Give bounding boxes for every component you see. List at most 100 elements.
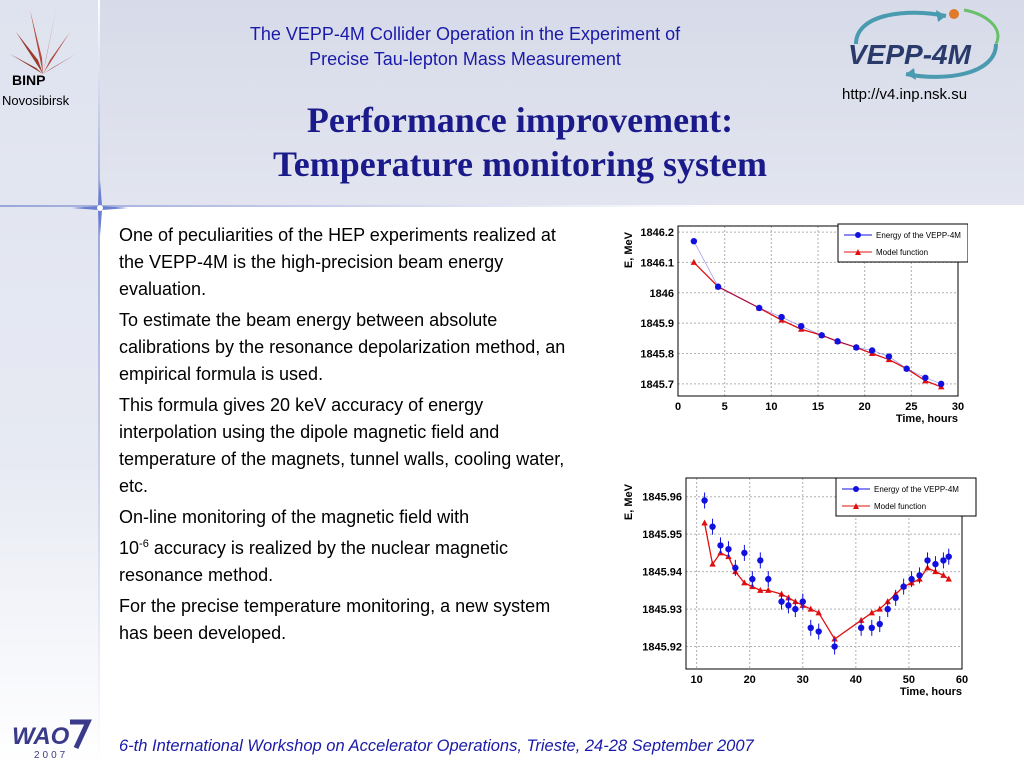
slide-title: Performance improvement: Temperature mon… [160, 98, 880, 186]
energy-point [853, 344, 860, 351]
y-tick-label: 1845.9 [640, 318, 674, 330]
y-tick-label: 1845.94 [642, 567, 683, 579]
x-tick-label: 15 [812, 401, 824, 413]
x-tick-label: 20 [859, 401, 871, 413]
energy-point [908, 575, 915, 583]
y-axis-label: E, MeV [623, 231, 635, 268]
sidebar-divider [98, 0, 100, 768]
energy-point [725, 545, 732, 553]
energy-chart-2: 10 20 30 40 50 60 1845.92 1845.93 1845.94 1845.95… [608, 464, 984, 696]
energy-point [857, 624, 865, 632]
model-point [757, 586, 764, 593]
conference-title-line2: Precise Tau-lepton Mass Measurement [309, 49, 621, 69]
energy-point [938, 380, 945, 388]
y-tick-label: 1845.7 [640, 379, 674, 391]
sparkle-icon [72, 180, 128, 236]
org-city: Novosibirsk [2, 93, 70, 108]
conference-title: The VEPP-4M Collider Operation in the Ex… [150, 22, 780, 72]
energy-point [932, 560, 939, 568]
energy-point [749, 575, 756, 583]
energy-point [756, 304, 763, 312]
energy-point [778, 598, 785, 605]
energy-point [818, 332, 825, 339]
header-band [0, 0, 1024, 205]
energy-point [732, 564, 739, 572]
energy-point [940, 557, 947, 564]
paragraph-4-exponent: -6 [139, 538, 149, 550]
energy-point [792, 605, 799, 613]
y-tick-label: 1845.96 [642, 492, 682, 504]
energy-point [834, 338, 841, 345]
paragraph-4-rest: accuracy is realized by the nuclear magn… [119, 538, 508, 585]
wao-logo: WAO 2007 [12, 719, 92, 761]
energy-point [916, 572, 923, 579]
y-axis-label: E, MeV [623, 483, 635, 520]
slide-title-line2: Temperature monitoring system [273, 144, 767, 184]
energy-point [690, 237, 698, 245]
energy-point [785, 602, 792, 609]
wao-logo-year: 2007 [34, 750, 68, 761]
energy-point [868, 624, 875, 632]
footer-text: 6-th International Workshop on Accelerat… [119, 737, 754, 755]
plot-frame [677, 225, 959, 397]
energy-point [807, 624, 814, 632]
model-point [945, 575, 952, 582]
energy-point [885, 353, 893, 360]
plot-frame [685, 477, 963, 670]
x-tick-label: 10 [690, 674, 702, 686]
energy-point [798, 322, 805, 330]
x-tick-label: 30 [797, 674, 809, 686]
model-point [940, 571, 947, 578]
paragraph-1: One of peculiarities of the HEP experime… [119, 225, 556, 299]
x-tick-label: 40 [850, 674, 862, 686]
energy-point [831, 643, 838, 650]
legend-energy-marker [853, 486, 859, 492]
y-tick-label: 1845.8 [640, 349, 674, 361]
paragraph-5: For the precise temperature monitoring, … [119, 596, 551, 643]
vepp4m-logo-text: VEPP-4M [848, 39, 972, 70]
slide-title-line1: Performance improvement: [306, 100, 734, 140]
energy-chart-1: 0 5 10 15 20 25 30 1845.7 1845.8 1845.9 1846 1846.1… [608, 216, 968, 448]
energy-point [884, 605, 891, 613]
model-point [765, 586, 772, 593]
model-point [741, 579, 748, 586]
legend-model-marker [853, 503, 859, 509]
energy-point [924, 557, 931, 564]
legend-energy-label: Energy of the VEPP-4M [874, 485, 959, 494]
model-point [709, 560, 716, 567]
header-divider [0, 205, 1024, 207]
energy-point [876, 620, 883, 628]
energy-point [701, 497, 708, 504]
energy-point [868, 347, 876, 354]
vepp4m-logo: VEPP-4M [848, 8, 1000, 80]
legend-energy-label: Energy of the VEPP-4M [876, 231, 961, 240]
y-tick-label: 1845.92 [642, 642, 682, 654]
energy-point [717, 542, 724, 549]
left-band [0, 0, 98, 768]
legend-box [837, 223, 968, 263]
model-point [868, 609, 875, 616]
paragraph-4: On-line monitoring of the magnetic field… [119, 504, 567, 589]
x-tick-label: 60 [956, 674, 968, 686]
energy-point [714, 283, 722, 290]
x-tick-label: 25 [905, 401, 917, 413]
binp-logo-icon [10, 10, 76, 74]
model-point [815, 609, 822, 616]
model-line [703, 522, 950, 640]
paragraph-4-line1: On-line monitoring of the magnetic field… [119, 507, 470, 527]
site-url[interactable]: http://v4.inp.nsk.su [842, 86, 968, 103]
y-tick-label: 1846.2 [640, 227, 674, 239]
y-tick-label: 1845.93 [642, 604, 682, 616]
model-point [690, 258, 698, 265]
paragraph-4-base: 10 [119, 538, 140, 558]
org-abbr: BINP [12, 72, 46, 88]
energy-point [903, 365, 910, 372]
energy-point [900, 583, 907, 590]
y-tick-label: 1845.95 [642, 529, 682, 541]
energy-chart-1-svg: 0 5 10 15 20 25 30 1845.7 1845.8 1845.9 1846 1846.1… [623, 223, 968, 425]
model-point [701, 519, 708, 526]
x-tick-label: 30 [952, 401, 964, 413]
y-tick-label: 1846 [650, 288, 674, 300]
x-axis-label: Time, hours [900, 686, 962, 696]
paragraph-2: To estimate the beam energy between abso… [119, 310, 566, 384]
